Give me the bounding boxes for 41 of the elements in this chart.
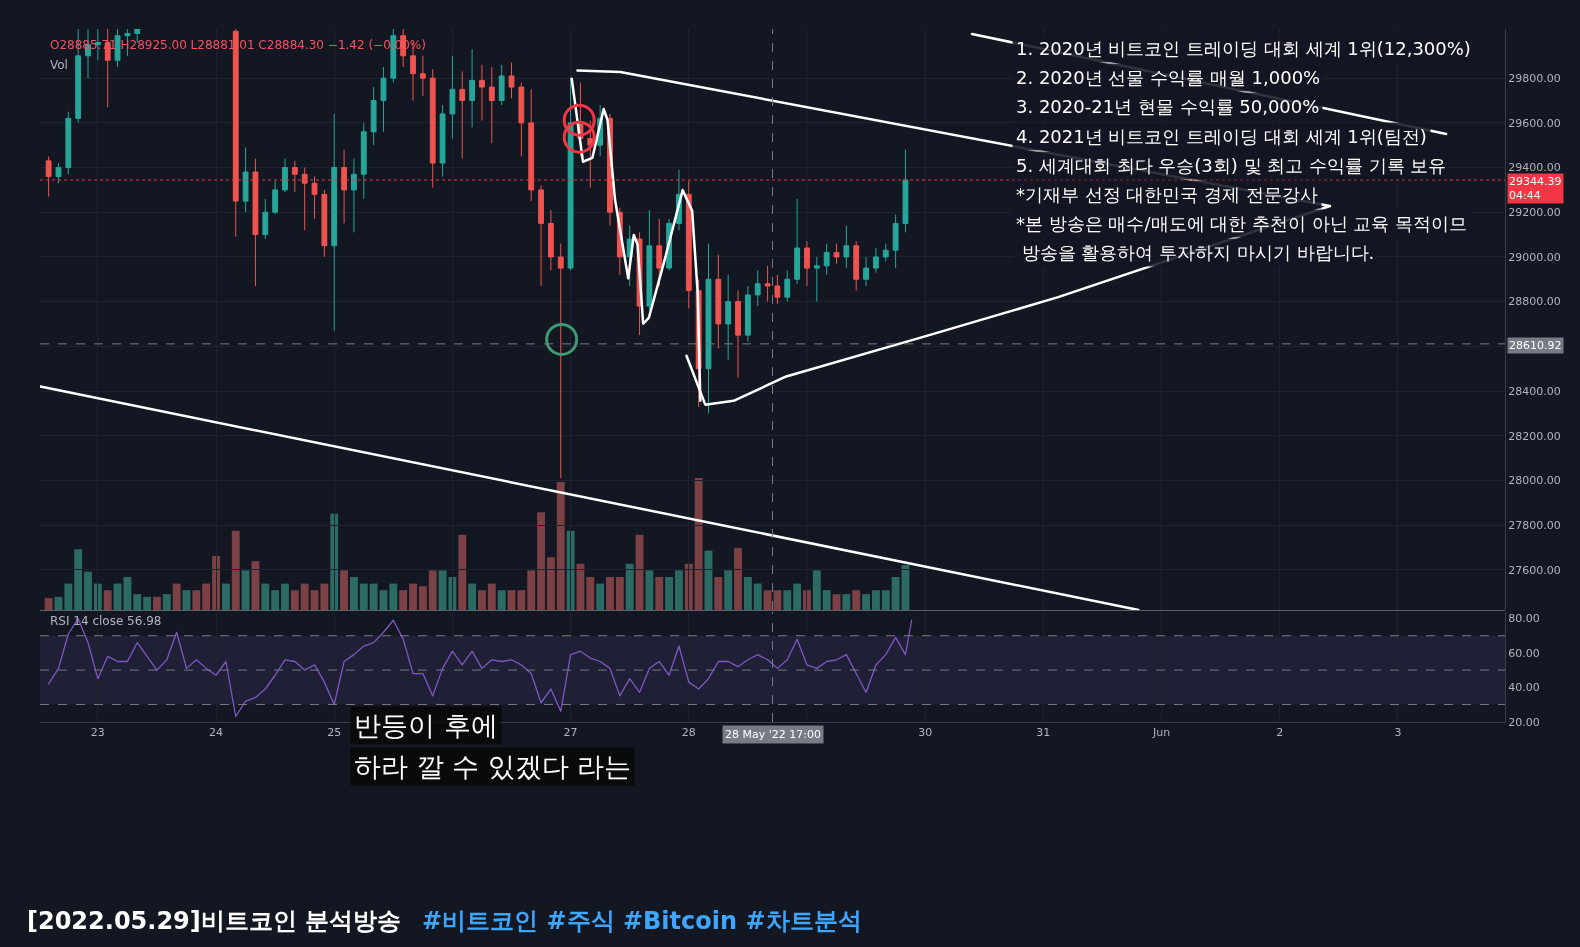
annotation: 2. 2020년 선물 수익률 매월 1,000% (1016, 67, 1321, 88)
x-tick-label: 27 (563, 726, 578, 740)
y-tick-label: 27600.00 (1508, 563, 1561, 577)
y-tick-label: 28000.00 (1508, 474, 1561, 488)
ref-line-label: 29344.39 04:44 (1509, 175, 1562, 203)
annotation: *본 방송은 매수/매도에 대한 추천이 아닌 교육 목적이므 (1016, 213, 1468, 234)
x-tick-label: Jun (1151, 726, 1171, 740)
y-tick-label: 29000.00 (1508, 250, 1561, 264)
x-tick-label: 30 (918, 726, 933, 740)
y-tick-label: 29800.00 (1508, 72, 1561, 86)
annotation: 5. 세계대회 최다 우승(3회) 및 최고 수익률 기록 보유 (1016, 155, 1447, 176)
ref-line-label: 28610.92 (1509, 339, 1562, 352)
y-tick-label: 29600.00 (1508, 116, 1561, 130)
x-tick-label: 3 (1394, 726, 1402, 740)
x-tick-label: 28 (681, 726, 696, 740)
text: 하라 깔 수 있겠다 라는 (354, 751, 632, 782)
x-tick-label: 24 (209, 726, 224, 740)
x-tick-label: 31 (1036, 726, 1051, 740)
y-tick-label: 27800.00 (1508, 518, 1561, 532)
y-tick-label: 28200.00 (1508, 429, 1561, 443)
y-tick-label: 60.00 (1508, 646, 1540, 660)
text: [2022.05.29]비트코인 분석방송 (27, 907, 402, 935)
x-tick-label: 2 (1276, 726, 1284, 740)
y-tick-label: 29400.00 (1508, 161, 1561, 175)
annotation: 1. 2020년 비트코인 트레이딩 대회 세계 1위(12,300%) (1016, 38, 1471, 59)
annotation: *기재부 선정 대한민국 경제 전문강사 (1016, 184, 1318, 205)
y-tick-label: 29200.00 (1508, 206, 1561, 220)
y-tick-label: 28800.00 (1508, 295, 1561, 309)
y-tick-label: 28400.00 (1508, 384, 1561, 398)
x-tick-label: 23 (90, 726, 105, 740)
text: #비트코인 #주식 #Bitcoin #차트분석 (422, 907, 862, 935)
annotation: 3. 2020-21년 현물 수익률 50,000% (1016, 96, 1320, 117)
ref-line-label: 28 May '22 17:00 (725, 728, 821, 741)
y-tick-label: 80.00 (1508, 612, 1540, 626)
x-tick-label: 25 (327, 726, 342, 740)
annotation: 반등이 후에 (354, 710, 498, 741)
y-tick-label: 20.00 (1508, 715, 1540, 729)
chart-title: Vol (50, 58, 68, 72)
y-tick-label: 40.00 (1508, 681, 1540, 695)
annotation: 방송을 활용하여 투자하지 마시기 바랍니다. (1016, 242, 1375, 263)
annotation: 4. 2021년 비트코인 트레이딩 대회 세계 1위(팀전) (1016, 126, 1427, 147)
